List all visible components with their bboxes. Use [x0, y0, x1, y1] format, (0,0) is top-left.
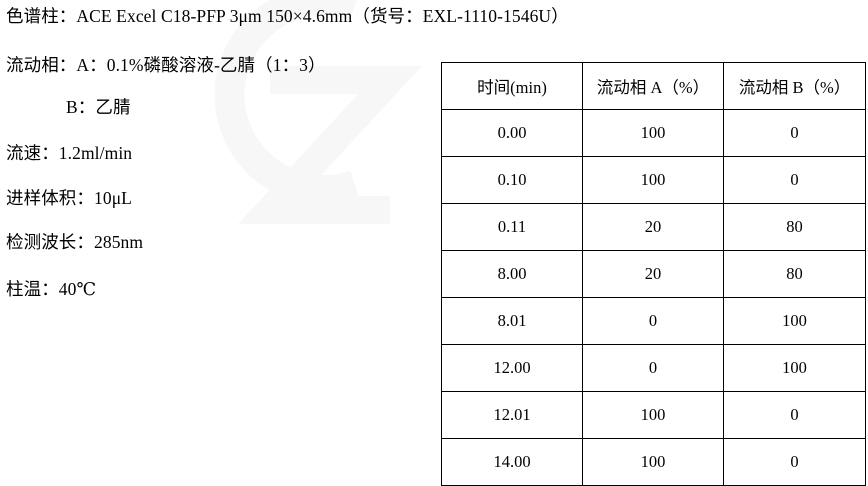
- table-row: 14.00 100 0: [441, 438, 866, 486]
- cell-time: 14.00: [441, 438, 583, 486]
- method-line-detection-wavelength: 检测波长：285nm: [6, 232, 144, 252]
- table-row: 12.00 0 100: [441, 344, 866, 392]
- cell-phase-b: 80: [723, 203, 866, 251]
- cell-phase-a: 100: [582, 109, 724, 157]
- cell-phase-a: 100: [582, 438, 724, 486]
- cell-time: 12.00: [441, 344, 583, 392]
- cell-phase-b: 100: [723, 297, 866, 345]
- method-line-mobile-phase-a: 流动相：A：0.1%磷酸溶液-乙腈（1：3）: [6, 55, 326, 75]
- cell-time: 0.00: [441, 109, 583, 157]
- table-row: 0.10 100 0: [441, 156, 866, 204]
- cell-time: 12.01: [441, 391, 583, 439]
- cell-phase-b: 0: [723, 391, 866, 439]
- column-header-mobile-phase-b: 流动相 B（%）: [723, 62, 866, 110]
- column-header-time: 时间(min): [441, 62, 583, 110]
- cell-time: 0.11: [441, 203, 583, 251]
- method-line-injection-volume: 进样体积：10μL: [6, 188, 132, 208]
- cell-phase-b: 80: [723, 250, 866, 298]
- watermark-logo: [214, 0, 422, 224]
- table-row: 8.00 20 80: [441, 250, 866, 298]
- table-row: 0.00 100 0: [441, 109, 866, 157]
- column-header-mobile-phase-a: 流动相 A（%）: [582, 62, 724, 110]
- cell-phase-a: 100: [582, 391, 724, 439]
- method-line-column: 色谱柱：ACE Excel C18-PFP 3μm 150×4.6mm（货号：E…: [6, 6, 569, 26]
- table-row: 8.01 0 100: [441, 297, 866, 345]
- cell-phase-a: 20: [582, 250, 724, 298]
- cell-phase-b: 0: [723, 438, 866, 486]
- cell-phase-a: 0: [582, 344, 724, 392]
- cell-phase-b: 0: [723, 156, 866, 204]
- cell-time: 8.00: [441, 250, 583, 298]
- method-line-flow-rate: 流速：1.2ml/min: [6, 143, 133, 163]
- cell-phase-a: 20: [582, 203, 724, 251]
- cell-time: 0.10: [441, 156, 583, 204]
- gradient-program-table: 时间(min) 流动相 A（%） 流动相 B（%） 0.00 100 0 0.1…: [441, 62, 866, 486]
- table-row: 12.01 100 0: [441, 391, 866, 439]
- method-line-mobile-phase-b: B：乙腈: [66, 97, 131, 117]
- cell-phase-b: 0: [723, 109, 866, 157]
- cell-phase-b: 100: [723, 344, 866, 392]
- table-row: 0.11 20 80: [441, 203, 866, 251]
- table-header-row: 时间(min) 流动相 A（%） 流动相 B（%）: [441, 62, 866, 110]
- method-line-column-temperature: 柱温：40℃: [6, 279, 97, 299]
- cell-phase-a: 0: [582, 297, 724, 345]
- cell-time: 8.01: [441, 297, 583, 345]
- cell-phase-a: 100: [582, 156, 724, 204]
